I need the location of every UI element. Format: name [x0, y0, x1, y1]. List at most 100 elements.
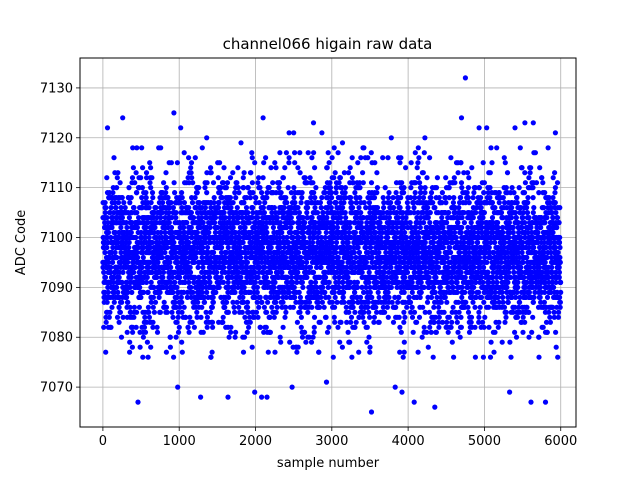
data-point	[174, 160, 180, 166]
data-point	[343, 215, 349, 221]
data-point	[459, 215, 465, 221]
data-point	[385, 155, 391, 161]
data-point	[376, 249, 382, 256]
data-point	[352, 309, 358, 315]
data-point	[445, 264, 451, 270]
data-point	[186, 205, 192, 211]
data-point	[451, 354, 457, 360]
data-point	[421, 220, 427, 226]
data-point	[216, 259, 223, 265]
data-point	[134, 210, 140, 216]
data-point	[245, 309, 252, 315]
data-point	[458, 324, 464, 330]
data-point	[245, 210, 251, 216]
data-point	[226, 215, 232, 221]
data-point	[291, 284, 297, 290]
data-point	[365, 299, 371, 305]
data-point	[304, 274, 310, 280]
data-point	[368, 180, 375, 186]
data-point	[187, 314, 193, 320]
data-point	[320, 210, 326, 216]
data-point	[261, 210, 267, 216]
data-point	[144, 274, 150, 280]
data-point	[198, 314, 204, 320]
data-point	[266, 185, 272, 191]
data-point	[295, 205, 301, 211]
data-point	[288, 274, 295, 280]
data-point	[441, 259, 447, 265]
data-point	[161, 299, 167, 305]
data-point	[119, 215, 125, 221]
data-point	[190, 289, 196, 295]
data-point	[324, 329, 331, 335]
data-point	[409, 304, 415, 310]
data-point	[220, 314, 226, 320]
data-point	[111, 155, 117, 161]
data-point	[251, 314, 257, 320]
data-point	[255, 314, 261, 320]
data-point	[307, 175, 313, 181]
data-point	[446, 314, 452, 320]
data-point	[234, 180, 240, 186]
data-point	[366, 200, 372, 206]
data-point	[175, 314, 181, 320]
data-point	[307, 264, 314, 270]
data-point	[446, 195, 452, 201]
data-point	[283, 294, 289, 300]
data-point	[134, 249, 140, 256]
data-point	[443, 200, 449, 206]
data-point	[249, 150, 255, 156]
data-point	[290, 234, 296, 241]
data-point	[208, 205, 214, 211]
data-point	[309, 155, 315, 161]
data-point	[114, 185, 120, 191]
data-point	[371, 224, 377, 231]
data-point	[450, 200, 456, 206]
data-point	[480, 215, 486, 221]
data-point	[116, 274, 122, 280]
data-point	[306, 299, 313, 305]
data-point	[140, 244, 147, 251]
data-point	[259, 299, 265, 305]
data-point	[231, 304, 237, 310]
data-point	[134, 309, 140, 315]
data-point	[286, 160, 292, 166]
data-point	[230, 299, 236, 305]
data-point	[404, 269, 411, 275]
data-point	[425, 215, 431, 221]
data-point	[378, 234, 384, 241]
data-point	[425, 344, 431, 350]
data-point	[113, 205, 119, 211]
data-point	[159, 254, 165, 261]
data-point	[314, 210, 321, 216]
data-point	[103, 205, 109, 211]
data-point	[465, 185, 471, 191]
data-point	[319, 299, 325, 305]
data-point	[349, 354, 355, 360]
data-point	[342, 190, 348, 196]
data-point	[330, 220, 336, 226]
data-point	[337, 215, 344, 221]
data-point	[269, 210, 275, 216]
data-point	[235, 165, 241, 171]
data-point	[300, 259, 306, 265]
data-point	[462, 289, 468, 295]
data-point	[234, 299, 240, 305]
data-point	[305, 205, 311, 211]
data-point	[194, 309, 200, 315]
data-point	[158, 215, 164, 221]
data-point	[300, 215, 306, 221]
data-point	[353, 319, 359, 325]
data-point	[296, 289, 302, 295]
data-point	[360, 170, 366, 176]
data-point	[212, 215, 219, 221]
data-point	[283, 254, 289, 261]
data-point	[476, 314, 482, 320]
data-point	[274, 215, 280, 221]
data-point	[133, 324, 139, 330]
data-point	[327, 180, 333, 186]
data-point	[189, 234, 195, 241]
data-point	[288, 224, 294, 231]
data-point	[318, 264, 324, 270]
data-point	[273, 309, 279, 315]
